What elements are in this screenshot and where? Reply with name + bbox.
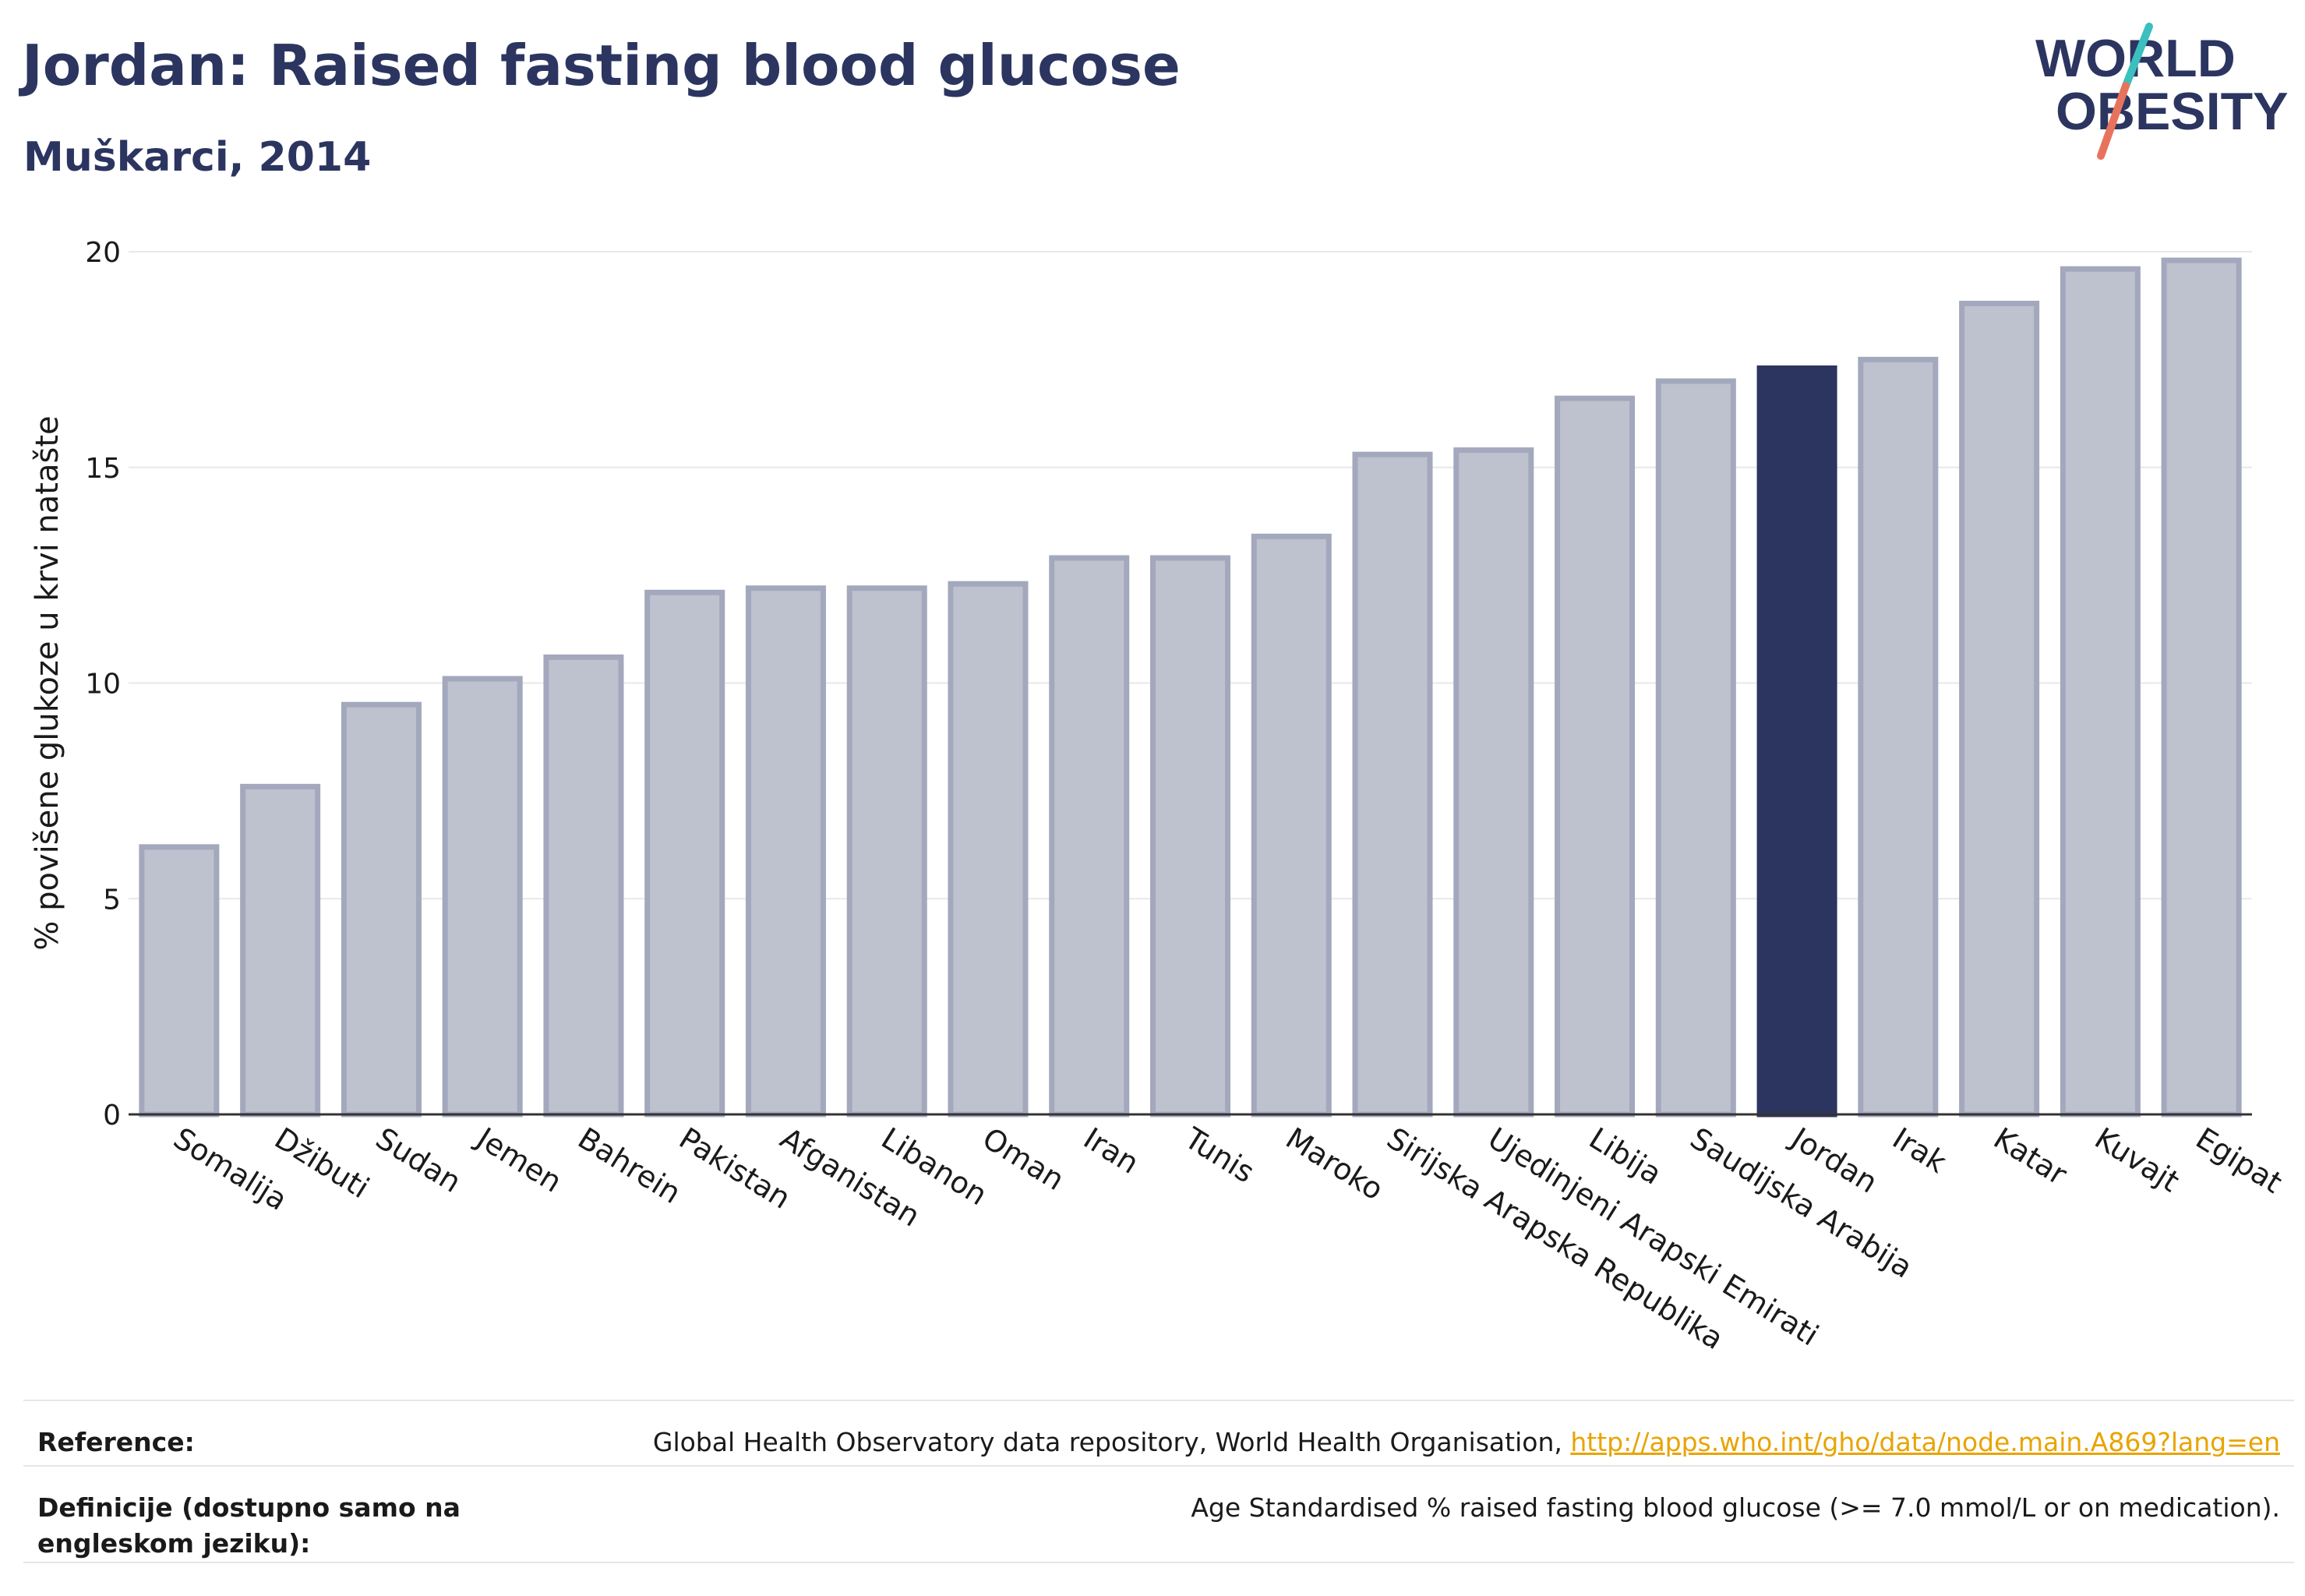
reference-row: Reference: Global Health Observatory dat… — [23, 1400, 2294, 1465]
y-tick-label: 10 — [85, 669, 121, 701]
bar-džibuti — [240, 783, 321, 1118]
y-axis-label: % povišene glukoze u krvi natašte — [30, 415, 65, 950]
chart-title: Jordan: Raised fasting blood glucose — [22, 33, 1181, 98]
y-tick-label: 15 — [85, 453, 121, 485]
bar-katar — [1959, 300, 2040, 1118]
y-tick-labels: 0 5 10 15 20 — [85, 237, 121, 1132]
bar-libija — [1555, 395, 1636, 1118]
bar-egipat — [2161, 257, 2242, 1118]
bar-kuvajt — [2060, 266, 2141, 1118]
bar-oman — [948, 581, 1029, 1118]
bars — [139, 257, 2242, 1118]
y-tick-label: 5 — [103, 884, 121, 916]
logo-slash-top — [2122, 23, 2153, 90]
bar-sudan — [341, 701, 422, 1118]
x-tick-label: Sudan — [370, 1121, 468, 1199]
bar-irak — [1858, 356, 1939, 1118]
x-tick-label: Egipat — [2190, 1121, 2288, 1199]
y-tick-label: 0 — [103, 1100, 121, 1132]
footer-table: Reference: Global Health Observatory dat… — [23, 1400, 2294, 1563]
world-obesity-logo: WORLD OBESITY — [2035, 23, 2289, 160]
x-tick-label: Tunis — [1178, 1121, 1261, 1190]
definition-value: Age Standardised % raised fasting blood … — [1191, 1492, 2280, 1523]
x-tick-label: Pakistan — [673, 1121, 796, 1216]
y-tick-label: 20 — [85, 237, 121, 269]
bar-tunis — [1149, 555, 1231, 1118]
reference-label: Reference: — [37, 1427, 195, 1457]
bar-ujedinjeni-arapski-emirati — [1453, 447, 1534, 1118]
bar-somalija — [139, 844, 220, 1118]
x-tick-label: Maroko — [1280, 1121, 1389, 1206]
logo-line2: OBESITY — [2056, 82, 2289, 141]
reference-value: Global Health Observatory data repositor… — [653, 1425, 2294, 1460]
bar-sirijska-arapska-republika — [1352, 451, 1433, 1118]
x-tick-label: Bahrein — [572, 1121, 687, 1210]
definition-label: Definicije (dostupno samo na engleskom j… — [37, 1492, 461, 1559]
x-tick-label: Somalija — [168, 1121, 293, 1217]
bar-jordan — [1756, 365, 1837, 1118]
chart-subtitle: Muškarci, 2014 — [23, 134, 372, 181]
bar-afganistan — [745, 585, 826, 1118]
bar-jemen — [442, 676, 523, 1118]
bar-maroko — [1251, 533, 1332, 1118]
x-tick-label: Jemen — [470, 1120, 568, 1199]
bar-saudijska-arabija — [1655, 378, 1736, 1118]
bar-libanon — [846, 585, 927, 1118]
x-tick-label: Katar — [1988, 1121, 2074, 1192]
logo-slash-bottom — [2097, 82, 2130, 160]
x-tick-label: Kuvajt — [2089, 1121, 2186, 1199]
x-tick-label: Iran — [1078, 1121, 1145, 1181]
reference-link[interactable]: http://apps.who.int/gho/data/node.main.A… — [1570, 1427, 2280, 1457]
bar-pakistan — [644, 589, 725, 1118]
bar-bahrein — [543, 654, 624, 1118]
definition-row: Definicije (dostupno samo na engleskom j… — [23, 1465, 2294, 1563]
x-tick-label: Irak — [1887, 1121, 1952, 1180]
reference-text: Global Health Observatory data repositor… — [652, 1427, 1571, 1457]
bar-iran — [1049, 555, 1130, 1118]
